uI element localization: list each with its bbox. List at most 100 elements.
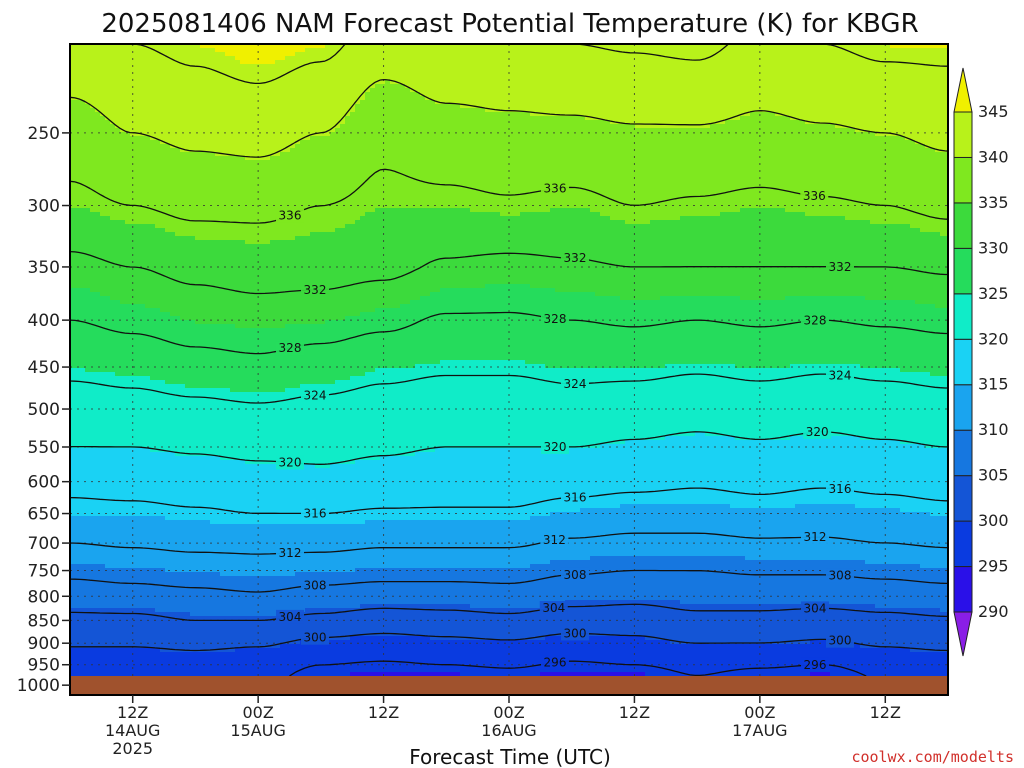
field-cell: [170, 144, 296, 149]
contour-label-336: 336: [279, 209, 302, 223]
colorbar-label: 290: [978, 602, 1009, 621]
contour-label-bg: [301, 630, 329, 645]
field-cell: [915, 300, 949, 305]
field-cell: [70, 76, 949, 81]
field-cell: [70, 44, 201, 49]
field-cell: [315, 464, 331, 469]
field-cell: [70, 560, 551, 565]
field-cell: [70, 84, 376, 89]
field-cell: [70, 580, 949, 585]
field-cell: [345, 316, 949, 321]
field-cell: [300, 140, 916, 145]
field-cell: [210, 520, 366, 525]
field-cell: [680, 216, 846, 221]
contour-label-bg: [826, 568, 854, 583]
contour-label-bg: [539, 601, 568, 615]
colorbar-segment-330: [953, 202, 973, 249]
contour-label-320: 320: [544, 440, 567, 454]
contour-label-bg: [826, 368, 854, 383]
field-cell: [430, 636, 546, 641]
isentrope-312: [69, 532, 949, 555]
field-cell: [70, 468, 949, 473]
field-cell: [70, 120, 111, 125]
contour-label-324: 324: [829, 368, 852, 382]
contour-label-336: 336: [544, 182, 567, 196]
field-cell: [100, 112, 351, 117]
field-cell: [545, 636, 646, 641]
field-cell: [740, 296, 786, 301]
field-cell: [415, 452, 949, 457]
field-cell: [70, 520, 211, 525]
isentrope-296: [289, 660, 867, 677]
field-cell: [830, 432, 949, 437]
field-cell: [550, 560, 866, 565]
x-axis-label: Forecast Time (UTC): [409, 745, 611, 768]
colorbar-label: 295: [978, 557, 1009, 576]
field-cell: [70, 144, 171, 149]
field-cell: [365, 96, 426, 101]
isentrope-320: [70, 431, 948, 465]
field-cell: [70, 356, 949, 361]
field-cell: [355, 104, 461, 109]
field-cell: [70, 300, 121, 305]
field-cell: [930, 372, 949, 377]
field-cell: [335, 228, 921, 233]
field-cell: [500, 212, 521, 217]
field-cell: [845, 216, 949, 221]
contour-label-bg: [826, 633, 854, 648]
contour-label-bg: [801, 601, 829, 616]
field-cell: [70, 504, 621, 509]
field-cell: [70, 100, 86, 105]
field-cell: [70, 572, 221, 577]
field-cell: [185, 384, 301, 389]
contour-label-300: 300: [304, 631, 327, 645]
field-cell: [325, 44, 891, 49]
field-cell: [940, 232, 949, 237]
field-cell: [400, 304, 936, 309]
y-tick-label: 550: [28, 438, 60, 458]
field-cell: [110, 216, 361, 221]
field-cell: [90, 208, 376, 213]
contour-label-328: 328: [279, 341, 302, 355]
field-cell: [295, 52, 949, 57]
field-cell: [70, 308, 161, 313]
field-cell: [70, 296, 111, 301]
field-cell: [285, 56, 949, 61]
field-cell: [890, 44, 949, 49]
field-cell: [70, 368, 86, 373]
field-cell: [435, 448, 949, 453]
contour-label-bg: [561, 251, 589, 266]
field-cell: [860, 364, 949, 369]
y-tick-label: 1000: [17, 676, 60, 696]
field-cell: [550, 512, 931, 517]
field-cell: [595, 292, 949, 297]
field-cell: [70, 380, 166, 385]
field-cell: [855, 504, 949, 509]
contour-label-316: 316: [829, 482, 852, 496]
field-cell: [165, 516, 531, 521]
contour-label-bg: [800, 189, 829, 203]
field-cell: [905, 136, 949, 141]
contour-label-304: 304: [279, 610, 302, 624]
field-cell: [70, 352, 949, 357]
field-cell: [70, 416, 949, 421]
field-cell: [70, 156, 246, 161]
field-cell: [70, 644, 281, 649]
field-cell: [565, 600, 681, 605]
field-cell: [360, 100, 436, 105]
field-cell: [350, 376, 949, 381]
contour-label-bg: [801, 313, 829, 328]
field-cell: [85, 368, 376, 373]
contour-label-bg: [301, 282, 329, 297]
contour-label-332: 332: [304, 283, 327, 297]
field-cell: [70, 604, 361, 609]
contour-label-324: 324: [304, 388, 327, 402]
field-cell: [70, 340, 949, 345]
credit-text: coolwx.com/modelts: [851, 748, 1014, 766]
field-cell: [165, 380, 336, 385]
field-cell: [70, 132, 131, 137]
field-cell: [90, 288, 441, 293]
field-cell: [70, 208, 91, 213]
field-cell: [810, 672, 831, 677]
